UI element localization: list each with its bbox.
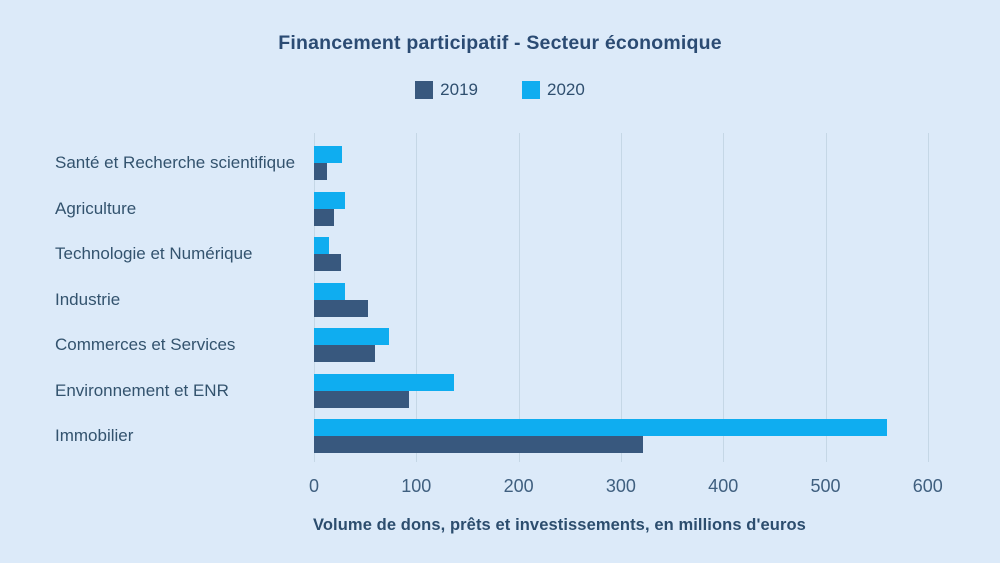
legend-label-2019: 2019 [440, 80, 478, 99]
axis-tick-label: 0 [308, 476, 320, 496]
bar-2019 [314, 208, 334, 226]
legend-item-2019: 2019 [415, 80, 478, 100]
bar-2020 [314, 373, 454, 391]
gridline [927, 133, 929, 462]
bar-2020 [314, 419, 887, 436]
category-label: Commerces et Services [55, 335, 236, 354]
legend-item-2020: 2020 [522, 80, 585, 100]
category-label: Immobilier [55, 426, 134, 445]
category-label: Technologie et Numérique [55, 244, 253, 263]
axis-tick-label: 200 [503, 476, 534, 496]
gridline [620, 133, 622, 462]
bar-2019 [314, 254, 341, 271]
gridline [518, 133, 520, 462]
gridline [723, 133, 725, 462]
bar-2020 [314, 191, 345, 209]
x-axis-label: Volume de dons, prêts et investissements… [313, 516, 806, 534]
bar-2020 [314, 146, 342, 163]
bar-2019 [314, 390, 409, 408]
x-axis-ticks: 0 100 200 300 400 500 600 [309, 476, 980, 500]
axis-tick-label: 600 [912, 476, 943, 496]
legend-swatch-2020 [522, 81, 540, 99]
bar-2020 [314, 282, 345, 300]
category-label: Santé et Recherche scientifique [55, 153, 296, 172]
category-label: Industrie [55, 289, 121, 309]
gridline [416, 133, 418, 462]
axis-tick-label: 300 [605, 476, 636, 496]
bar-2020 [314, 237, 329, 254]
chart-title: Financement participatif - Secteur écono… [278, 32, 722, 54]
category-label: Agriculture [55, 198, 137, 218]
legend-label-2020: 2020 [547, 80, 585, 99]
gridline [825, 133, 827, 462]
legend-swatch-2019 [415, 81, 434, 99]
plot-area [314, 133, 980, 462]
bar-2019 [314, 163, 327, 180]
legend: 2019 2020 [0, 80, 1000, 100]
bar-2019 [314, 436, 643, 453]
bar-2019 [314, 299, 368, 317]
axis-tick-label: 400 [708, 476, 739, 496]
bar-2019 [314, 345, 375, 362]
axis-tick-label: 500 [810, 476, 841, 496]
bar-2020 [314, 328, 389, 345]
category-label: Environnement et ENR [55, 380, 229, 400]
axis-tick-label: 100 [401, 476, 432, 496]
category-axis: Santé et Recherche scientifique Agricultu… [55, 133, 310, 462]
